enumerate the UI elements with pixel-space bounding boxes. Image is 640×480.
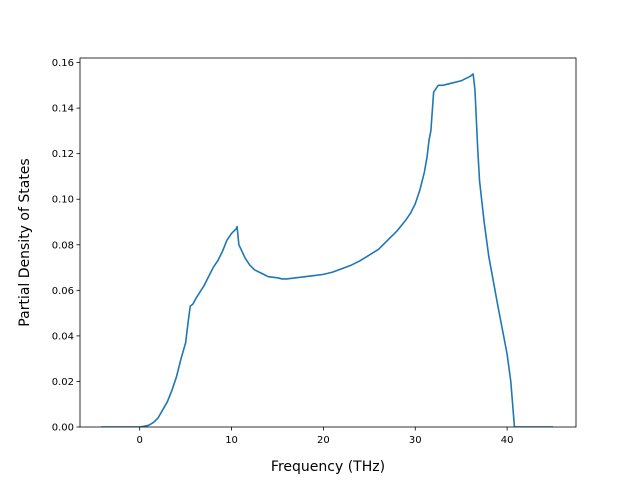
x-tick-label: 10 (225, 435, 238, 446)
x-tick-label: 30 (409, 435, 422, 446)
x-axis-title: Frequency (THz) (271, 459, 385, 475)
x-tick-label: 0 (137, 435, 143, 446)
y-tick-label: 0.16 (52, 58, 74, 69)
y-tick-label: 0.06 (52, 286, 74, 297)
y-axis: 0.00 0.02 0.04 0.06 0.08 0.10 0.12 0.14 0.16 (52, 58, 80, 434)
y-tick-label: 0.10 (52, 195, 74, 206)
y-axis-title: Partial Density of States (17, 158, 33, 326)
axes-frame (79, 57, 577, 428)
y-tick-label: 0.08 (52, 240, 74, 251)
y-tick-label: 0.04 (52, 331, 74, 342)
y-tick-label: 0.02 (52, 377, 74, 388)
y-tick-label: 0.12 (52, 149, 74, 160)
x-tick-label: 20 (317, 435, 330, 446)
y-tick-label: 0.00 (52, 423, 74, 434)
y-tick-label: 0.14 (52, 104, 74, 115)
x-tick-label: 40 (501, 435, 514, 446)
plot-area (101, 73, 554, 427)
x-axis: 0 10 20 30 40 (137, 427, 514, 446)
pdos-series-line-0 (101, 73, 554, 427)
